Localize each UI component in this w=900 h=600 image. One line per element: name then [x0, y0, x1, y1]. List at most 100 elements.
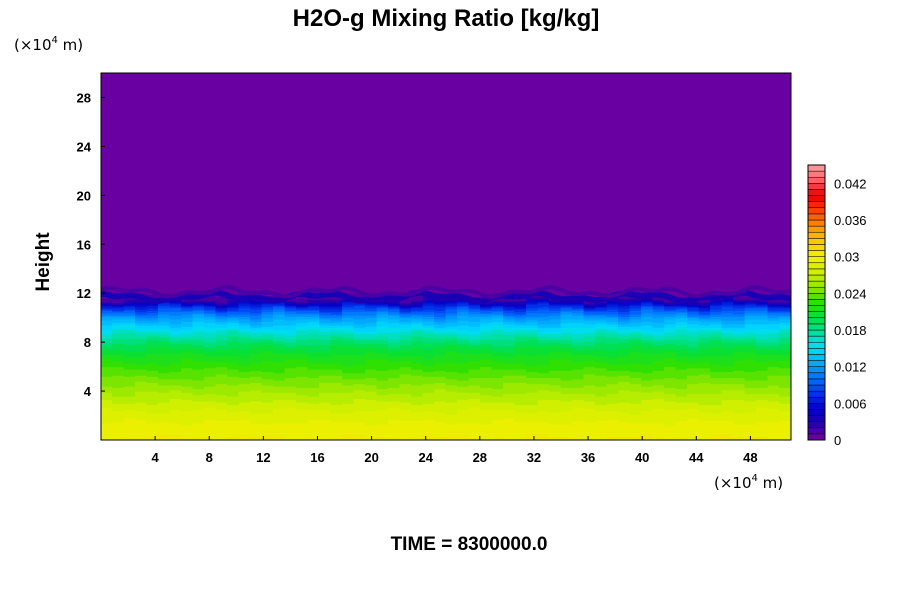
field-cell	[572, 424, 585, 428]
field-cell	[606, 348, 619, 352]
field-cell	[560, 408, 573, 412]
field-cell	[664, 435, 677, 439]
field-cell	[687, 357, 700, 360]
field-cell	[319, 346, 332, 349]
field-cell	[434, 345, 447, 348]
field-cell	[468, 393, 481, 396]
field-cell	[112, 417, 125, 420]
field-cell	[101, 377, 113, 380]
field-cell	[135, 367, 148, 370]
field-cell	[675, 364, 688, 368]
field-cell	[514, 364, 527, 368]
field-cell	[549, 426, 562, 429]
field-cell	[560, 429, 573, 432]
field-cell	[434, 361, 447, 364]
field-cell	[560, 424, 573, 428]
field-cell	[158, 433, 171, 436]
field-cell	[135, 366, 148, 369]
field-cell	[710, 419, 723, 423]
field-cell	[342, 380, 355, 384]
field-cell	[572, 347, 585, 350]
field-cell	[560, 400, 573, 403]
field-cell	[227, 352, 240, 355]
field-cell	[227, 397, 240, 401]
field-cell	[250, 419, 263, 423]
field-cell	[457, 362, 470, 365]
field-cell	[434, 426, 447, 429]
field-cell	[583, 428, 596, 431]
field-cell	[664, 427, 677, 430]
field-cell	[296, 404, 309, 407]
field-cell	[779, 377, 791, 380]
field-cell	[342, 350, 355, 353]
field-cell	[514, 394, 527, 397]
field-cell	[215, 411, 228, 414]
field-cell	[526, 399, 539, 402]
field-cell	[261, 437, 274, 440]
field-cell	[273, 357, 286, 360]
field-cell	[721, 404, 734, 407]
field-cell	[238, 426, 251, 429]
field-cell	[664, 347, 677, 350]
field-cell	[779, 378, 791, 381]
field-cell	[112, 337, 125, 341]
field-cell	[135, 433, 148, 436]
field-cell	[101, 339, 113, 342]
field-cell	[698, 402, 711, 406]
field-cell	[583, 411, 596, 414]
field-cell	[181, 412, 194, 415]
field-cell	[618, 427, 631, 430]
field-cell	[744, 401, 757, 404]
field-cell	[767, 385, 780, 388]
field-cell	[169, 437, 182, 440]
field-cell	[767, 340, 780, 343]
field-cell	[181, 388, 194, 391]
field-cell	[779, 367, 791, 370]
field-cell	[296, 417, 309, 420]
field-cell	[284, 353, 297, 357]
field-cell	[664, 373, 677, 376]
field-cell	[353, 433, 366, 436]
field-cell	[215, 401, 228, 404]
field-cell	[595, 423, 608, 426]
field-cell	[307, 405, 320, 408]
field-cell	[445, 388, 458, 391]
field-cell	[376, 391, 389, 395]
field-cell	[779, 435, 791, 439]
field-cell	[399, 400, 412, 403]
field-cell	[411, 391, 424, 395]
field-cell	[215, 385, 228, 388]
field-cell	[733, 433, 746, 436]
field-cell	[652, 344, 665, 347]
field-cell	[158, 369, 171, 372]
field-cell	[284, 375, 297, 379]
field-cell	[434, 337, 447, 341]
field-cell	[721, 427, 734, 430]
field-cell	[537, 385, 550, 388]
field-cell	[503, 397, 516, 401]
field-cell	[227, 427, 240, 430]
field-cell	[353, 347, 366, 350]
field-cell	[146, 402, 159, 406]
field-cell	[376, 388, 389, 391]
field-cell	[572, 412, 585, 415]
field-cell	[549, 351, 562, 354]
field-cell	[572, 362, 585, 365]
field-cell	[595, 411, 608, 414]
field-cell	[273, 407, 286, 410]
field-cell	[698, 351, 711, 354]
field-cell	[514, 350, 527, 353]
field-cell	[572, 377, 585, 380]
field-cell	[422, 428, 435, 431]
field-cell	[618, 412, 631, 415]
field-cell	[445, 417, 458, 420]
field-cell	[365, 370, 378, 374]
field-cell	[480, 424, 493, 428]
field-cell	[204, 350, 217, 353]
field-cell	[733, 407, 746, 410]
field-cell	[146, 375, 159, 379]
field-cell	[618, 368, 631, 371]
field-cell	[353, 370, 366, 374]
field-cell	[629, 358, 642, 361]
field-cell	[123, 368, 136, 371]
